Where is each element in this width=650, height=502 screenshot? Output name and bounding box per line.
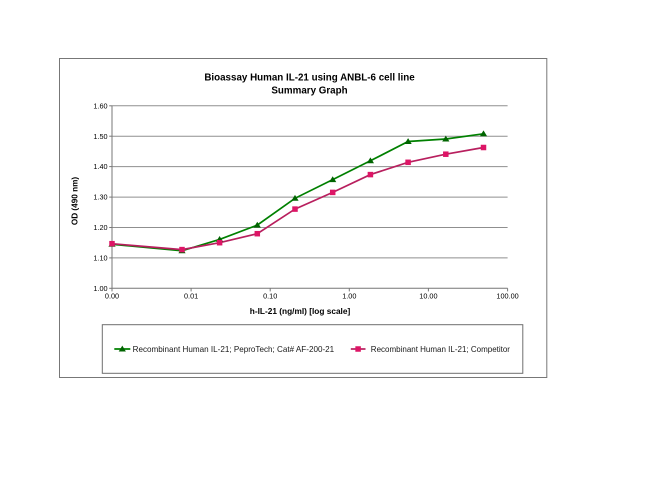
svg-text:1.10: 1.10 xyxy=(93,254,107,263)
svg-text:OD (490 nm): OD (490 nm) xyxy=(71,177,80,225)
svg-text:1.60: 1.60 xyxy=(93,101,107,110)
svg-text:Recombinant Human IL-21; Compe: Recombinant Human IL-21; Competitor xyxy=(371,345,511,354)
svg-text:0.00: 0.00 xyxy=(105,292,119,301)
svg-text:100.00: 100.00 xyxy=(496,292,518,301)
svg-text:1.00: 1.00 xyxy=(342,292,356,301)
svg-text:Recombinant Human IL-21; Pepro: Recombinant Human IL-21; PeproTech; Cat#… xyxy=(133,345,335,354)
svg-text:0.01: 0.01 xyxy=(184,292,198,301)
svg-text:Summary Graph: Summary Graph xyxy=(271,86,347,97)
svg-text:1.00: 1.00 xyxy=(93,284,107,293)
svg-text:1.50: 1.50 xyxy=(93,132,107,141)
svg-text:1.40: 1.40 xyxy=(93,162,107,171)
svg-text:h-IL-21 (ng/ml) [log scale]: h-IL-21 (ng/ml) [log scale] xyxy=(250,306,351,316)
svg-text:1.30: 1.30 xyxy=(93,193,107,202)
svg-text:1.20: 1.20 xyxy=(93,223,107,232)
svg-text:0.10: 0.10 xyxy=(263,292,277,301)
svg-text:Bioassay Human IL-21 using ANB: Bioassay Human IL-21 using ANBL-6 cell l… xyxy=(204,72,415,83)
svg-text:10.00: 10.00 xyxy=(419,292,437,301)
